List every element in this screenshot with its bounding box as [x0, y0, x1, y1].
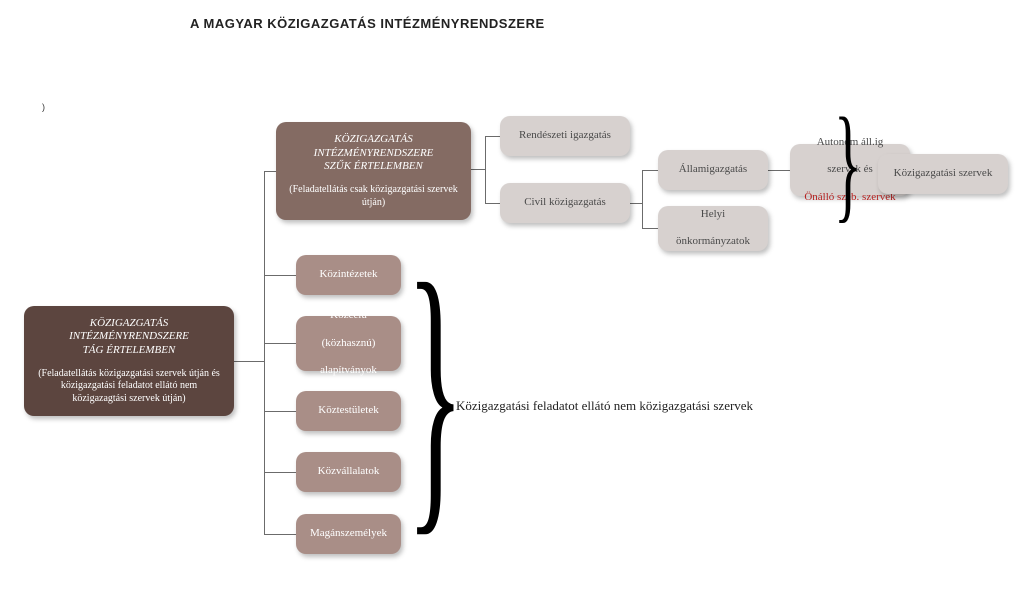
node-koztestuletek: Köztestületek: [296, 391, 401, 431]
node-kozig-szervek: Közigazgatási szervek: [878, 154, 1008, 194]
node-kozcelu: Közcélú (közhasznú) alapítványok: [296, 316, 401, 371]
root-subtitle: (Feladatellátás közigazgatási szervek út…: [34, 368, 224, 406]
node-kozvallalatok: Közvállalatok: [296, 452, 401, 492]
brace-large-icon: }: [406, 284, 465, 498]
narrow-title: KÖZIGAZGATÁS INTÉZMÉNYRENDSZERE SZŰK ÉRT…: [314, 133, 434, 174]
node-root: KÖZIGAZGATÁS INTÉZMÉNYRENDSZERE TÁG ÉRTE…: [24, 306, 234, 416]
node-helyi-onk: Helyi önkormányzatok: [658, 206, 768, 251]
group-label: Közigazgatási feladatot ellátó nem közig…: [456, 398, 753, 414]
node-civil: Civil közigazgatás: [500, 183, 630, 223]
node-rendeszeti: Rendészeti igazgatás: [500, 116, 630, 156]
node-allamigazgatas: Államigazgatás: [658, 150, 768, 190]
diagram-stage: A MAGYAR KÖZIGAZGATÁS INTÉZMÉNYRENDSZERE…: [0, 0, 1018, 597]
node-narrow: KÖZIGAZGATÁS INTÉZMÉNYRENDSZERE SZŰK ÉRT…: [276, 122, 471, 220]
page-title: A MAGYAR KÖZIGAZGATÁS INTÉZMÉNYRENDSZERE: [190, 16, 545, 31]
node-kozintezetek: Közintézetek: [296, 255, 401, 295]
node-maganszemelyek: Magánszemélyek: [296, 514, 401, 554]
root-title: KÖZIGAZGATÁS INTÉZMÉNYRENDSZERE TÁG ÉRTE…: [69, 317, 189, 358]
narrow-subtitle: (Feladatellátás csak közigazgatási szerv…: [286, 184, 461, 209]
stray-paren: ): [42, 102, 45, 112]
brace-small-icon: }: [834, 119, 862, 209]
